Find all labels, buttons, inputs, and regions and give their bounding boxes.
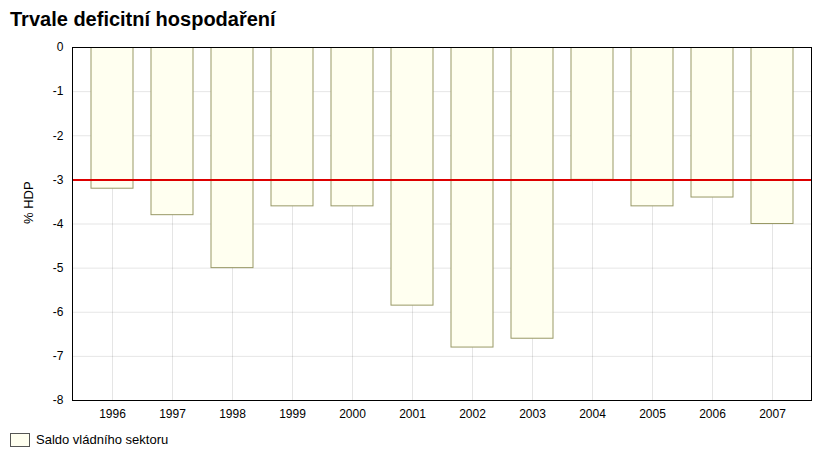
svg-text:-5: -5 — [53, 261, 64, 275]
svg-text:-4: -4 — [53, 217, 64, 231]
svg-text:1999: 1999 — [279, 407, 306, 421]
html-text:Saldo vládního sektoru: Saldo vládního sektoru — [36, 432, 169, 447]
svg-text:0: 0 — [57, 40, 64, 54]
svg-text:2002: 2002 — [459, 407, 486, 421]
svg-text:2004: 2004 — [579, 407, 606, 421]
svg-text:2000: 2000 — [339, 407, 366, 421]
svg-text:-7: -7 — [53, 349, 64, 363]
svg-text:1996: 1996 — [99, 407, 126, 421]
svg-text:1997: 1997 — [159, 407, 186, 421]
svg-text:2001: 2001 — [399, 407, 426, 421]
svg-text:% HDP: % HDP — [21, 181, 36, 224]
svg-text:-8: -8 — [53, 393, 64, 407]
svg-text:2005: 2005 — [639, 407, 666, 421]
svg-text:2007: 2007 — [759, 407, 786, 421]
svg-text:-6: -6 — [53, 305, 64, 319]
svg-text:-1: -1 — [53, 84, 64, 98]
svg-text:2006: 2006 — [699, 407, 726, 421]
svg-text:1998: 1998 — [219, 407, 246, 421]
html-text:Trvale deficitní hospodaření: Trvale deficitní hospodaření — [10, 8, 276, 30]
svg-text:-3: -3 — [53, 173, 64, 187]
svg-text:2003: 2003 — [519, 407, 546, 421]
svg-text:-2: -2 — [53, 129, 64, 143]
